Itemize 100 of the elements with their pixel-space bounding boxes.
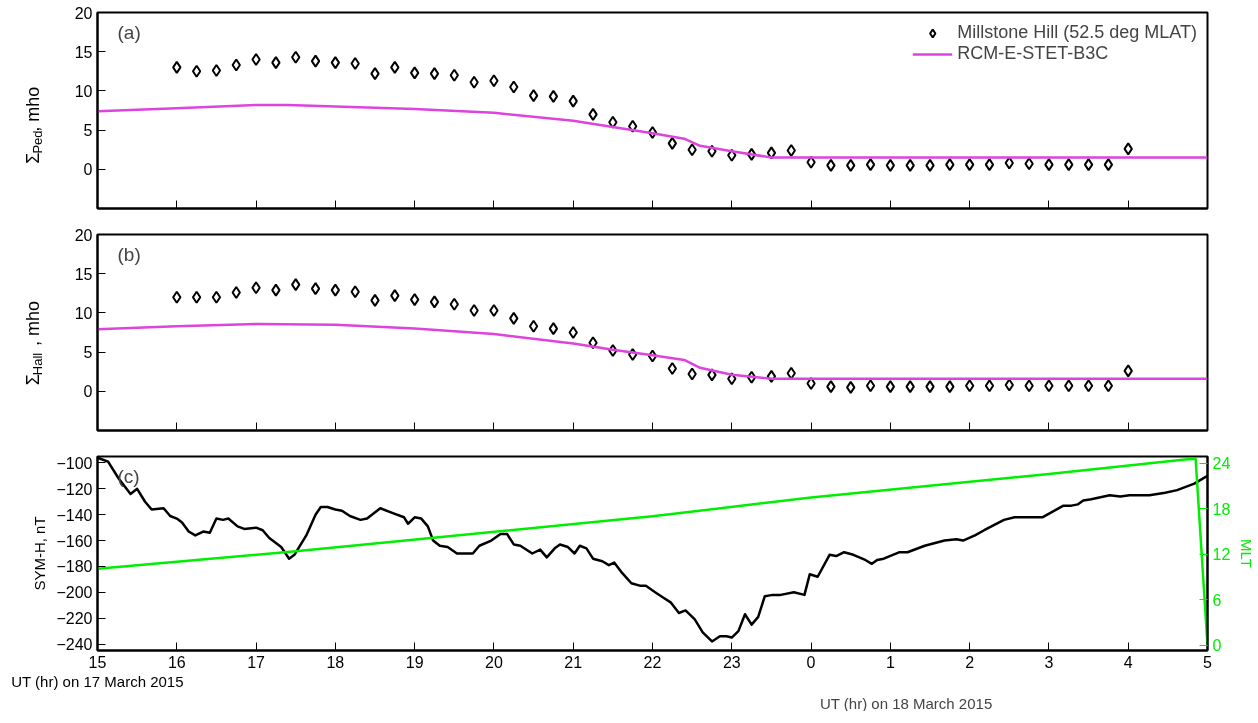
point <box>409 66 420 80</box>
point <box>687 143 697 157</box>
point <box>846 158 856 172</box>
point <box>1044 158 1054 172</box>
point <box>647 349 658 363</box>
point <box>746 147 757 161</box>
point <box>608 344 618 358</box>
y-tick-label: 20 <box>74 4 93 22</box>
y-tick-label: −180 <box>56 558 93 576</box>
point <box>945 380 955 394</box>
point <box>588 336 598 350</box>
point <box>984 158 995 172</box>
point <box>509 311 519 325</box>
annotation: (c) <box>117 465 140 487</box>
point <box>291 50 301 64</box>
annotation: (b) <box>117 243 141 265</box>
x-tick-label: 21 <box>564 653 583 671</box>
point <box>1024 157 1034 171</box>
point <box>409 293 420 307</box>
point <box>984 379 995 393</box>
point <box>1004 156 1014 170</box>
point <box>172 60 182 74</box>
point <box>370 67 380 81</box>
point <box>826 380 836 394</box>
point <box>1024 379 1034 393</box>
x-axis-title: UT (hr) on 17 March 2015 <box>11 672 184 690</box>
point <box>727 372 737 386</box>
point <box>905 380 915 394</box>
point <box>925 380 935 394</box>
point <box>826 158 836 172</box>
point <box>1064 379 1074 393</box>
point <box>330 56 341 70</box>
point <box>667 136 677 150</box>
point <box>588 107 598 121</box>
point <box>865 158 876 172</box>
point <box>964 379 975 393</box>
y-tick-label: 0 <box>83 161 93 179</box>
point <box>370 293 380 307</box>
point <box>429 67 440 81</box>
y-tick-label: −100 <box>56 454 93 472</box>
point <box>1123 142 1133 156</box>
x-tick-label: 18 <box>326 653 345 671</box>
point <box>548 89 559 103</box>
point <box>687 367 697 381</box>
point <box>667 362 677 376</box>
point <box>568 326 578 339</box>
y-tick-label: −160 <box>56 532 93 550</box>
point <box>211 290 222 304</box>
point <box>1064 158 1074 172</box>
point <box>945 158 955 172</box>
point <box>1103 158 1114 172</box>
point <box>1103 379 1114 393</box>
y-tick-label: 15 <box>74 43 93 61</box>
point <box>1083 158 1094 172</box>
annotation: (a) <box>117 21 141 43</box>
point <box>1083 379 1094 393</box>
point <box>449 68 459 82</box>
legend-label: RCM-E-STET-B3C <box>957 43 1109 64</box>
point <box>885 158 896 172</box>
y2-tick-label: 18 <box>1212 500 1231 518</box>
y-axis-title: ΣHall, mho <box>22 301 45 386</box>
x-tick-label: 1 <box>885 653 895 671</box>
point <box>429 295 440 309</box>
point <box>310 54 321 68</box>
point <box>707 368 717 382</box>
point <box>469 75 479 89</box>
legend-label: Millstone Hill (52.5 deg MLAT) <box>957 22 1197 43</box>
point <box>350 285 360 299</box>
x-tick-label: 3 <box>1044 653 1054 671</box>
y-tick-label: 5 <box>83 344 93 362</box>
y-tick-label: −120 <box>56 480 93 498</box>
point <box>191 290 202 304</box>
point <box>1123 364 1133 378</box>
point <box>509 80 519 94</box>
point <box>330 283 341 297</box>
y-axis-title: SYM-H, nT <box>31 516 49 591</box>
point <box>350 56 360 70</box>
x-tick-label: 23 <box>722 653 741 671</box>
point <box>628 119 638 133</box>
x-tick-label: 4 <box>1123 653 1133 671</box>
y-tick-label: 15 <box>74 265 93 283</box>
point <box>211 64 222 78</box>
point <box>449 297 459 311</box>
y2-tick-label: 0 <box>1212 637 1222 655</box>
point <box>310 282 321 296</box>
x-tick-label: 5 <box>1203 653 1213 671</box>
point <box>925 158 935 172</box>
point <box>172 290 182 304</box>
y-tick-label: −240 <box>56 636 93 654</box>
x-tick-label: 19 <box>405 653 424 671</box>
x-tick-label: 17 <box>247 653 266 671</box>
point <box>528 319 539 333</box>
point <box>271 56 281 70</box>
point <box>251 53 261 67</box>
x-tick-label: 2 <box>965 653 975 671</box>
point <box>251 281 261 295</box>
y-tick-label: 10 <box>74 304 93 322</box>
point <box>489 304 499 318</box>
point <box>608 115 618 129</box>
y-tick-label: −200 <box>56 584 93 602</box>
